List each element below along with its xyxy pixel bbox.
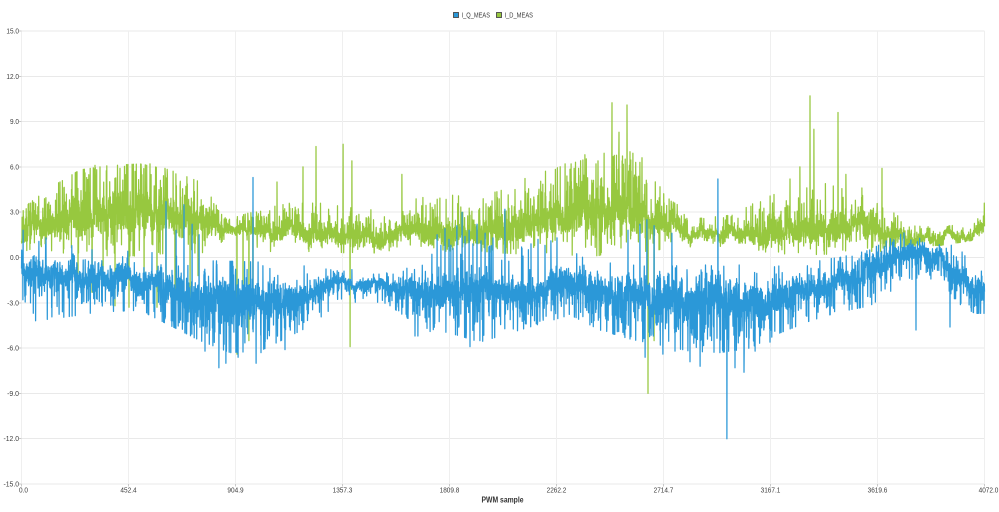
svg-text:PWM sample: PWM sample [482, 496, 524, 505]
svg-text:-12.0: -12.0 [4, 434, 20, 443]
svg-text:12.0: 12.0 [6, 72, 19, 81]
svg-text:I_Q_MEAS: I_Q_MEAS [462, 10, 491, 19]
svg-text:452.4: 452.4 [120, 486, 136, 495]
svg-text:9.0: 9.0 [10, 117, 19, 126]
svg-text:15.0: 15.0 [6, 27, 19, 36]
svg-text:1809.8: 1809.8 [440, 486, 460, 495]
svg-text:904.9: 904.9 [227, 486, 243, 495]
svg-text:1357.3: 1357.3 [333, 486, 353, 495]
svg-text:0.0: 0.0 [19, 486, 28, 495]
svg-text:-15.0: -15.0 [4, 480, 20, 489]
svg-text:2262.2: 2262.2 [547, 486, 567, 495]
svg-text:3167.1: 3167.1 [761, 486, 781, 495]
svg-text:I_D_MEAS: I_D_MEAS [505, 10, 534, 19]
svg-text:-6.0: -6.0 [7, 344, 19, 353]
svg-text:6.0: 6.0 [10, 162, 19, 171]
svg-text:3619.6: 3619.6 [868, 486, 888, 495]
svg-text:-3.0: -3.0 [7, 298, 19, 307]
svg-text:4072.0: 4072.0 [979, 486, 999, 495]
svg-text:3.0: 3.0 [10, 208, 19, 217]
svg-text:-9.0: -9.0 [7, 389, 19, 398]
svg-text:0.0: 0.0 [10, 253, 19, 262]
svg-text:2714.7: 2714.7 [654, 486, 674, 495]
